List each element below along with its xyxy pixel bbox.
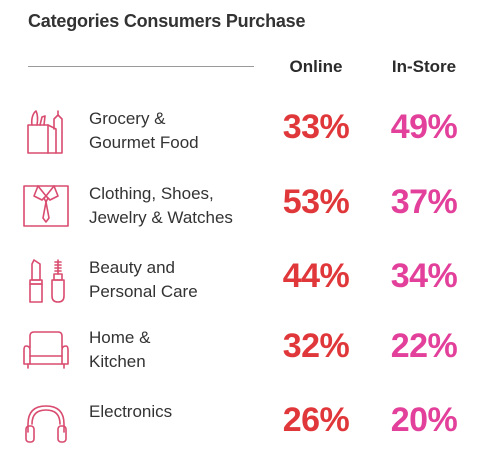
row-label: Electronics bbox=[89, 402, 173, 421]
value-instore: 22% bbox=[390, 327, 458, 365]
table-row-clothing: Clothing, Shoes, Jewelry & Watches 53% 3… bbox=[0, 178, 488, 238]
value-instore: 34% bbox=[390, 257, 458, 295]
value-instore: 20% bbox=[390, 401, 458, 439]
value-instore: 37% bbox=[390, 183, 458, 221]
table-row-home-kitchen: Home & Kitchen 32% 22% bbox=[0, 322, 488, 382]
column-header-online: Online bbox=[289, 57, 343, 76]
value-online: 33% bbox=[282, 108, 350, 146]
value-online: 44% bbox=[282, 257, 350, 295]
header-divider bbox=[28, 66, 254, 67]
armchair-icon bbox=[23, 331, 69, 369]
value-online: 53% bbox=[282, 183, 350, 221]
row-label: Clothing, Shoes, Jewelry & Watches bbox=[89, 184, 233, 227]
row-label: Grocery & Gourmet Food bbox=[89, 109, 199, 152]
headphones-icon bbox=[25, 405, 67, 443]
table-row-grocery: Grocery & Gourmet Food 33% 49% bbox=[0, 103, 488, 163]
value-online: 26% bbox=[282, 401, 350, 439]
row-label: Home & Kitchen bbox=[89, 328, 151, 371]
lipstick-icon bbox=[29, 259, 65, 303]
column-header-instore: In-Store bbox=[391, 57, 457, 76]
shirt-tie-icon bbox=[23, 185, 69, 227]
row-label: Beauty and Personal Care bbox=[89, 258, 198, 301]
value-online: 32% bbox=[282, 327, 350, 365]
value-instore: 49% bbox=[390, 108, 458, 146]
chart-title: Categories Consumers Purchase bbox=[28, 11, 306, 31]
table-row-beauty: Beauty and Personal Care 44% 34% bbox=[0, 252, 488, 312]
table-row-electronics: Electronics 26% 20% bbox=[0, 396, 488, 456]
grocery-bag-icon bbox=[27, 110, 63, 154]
